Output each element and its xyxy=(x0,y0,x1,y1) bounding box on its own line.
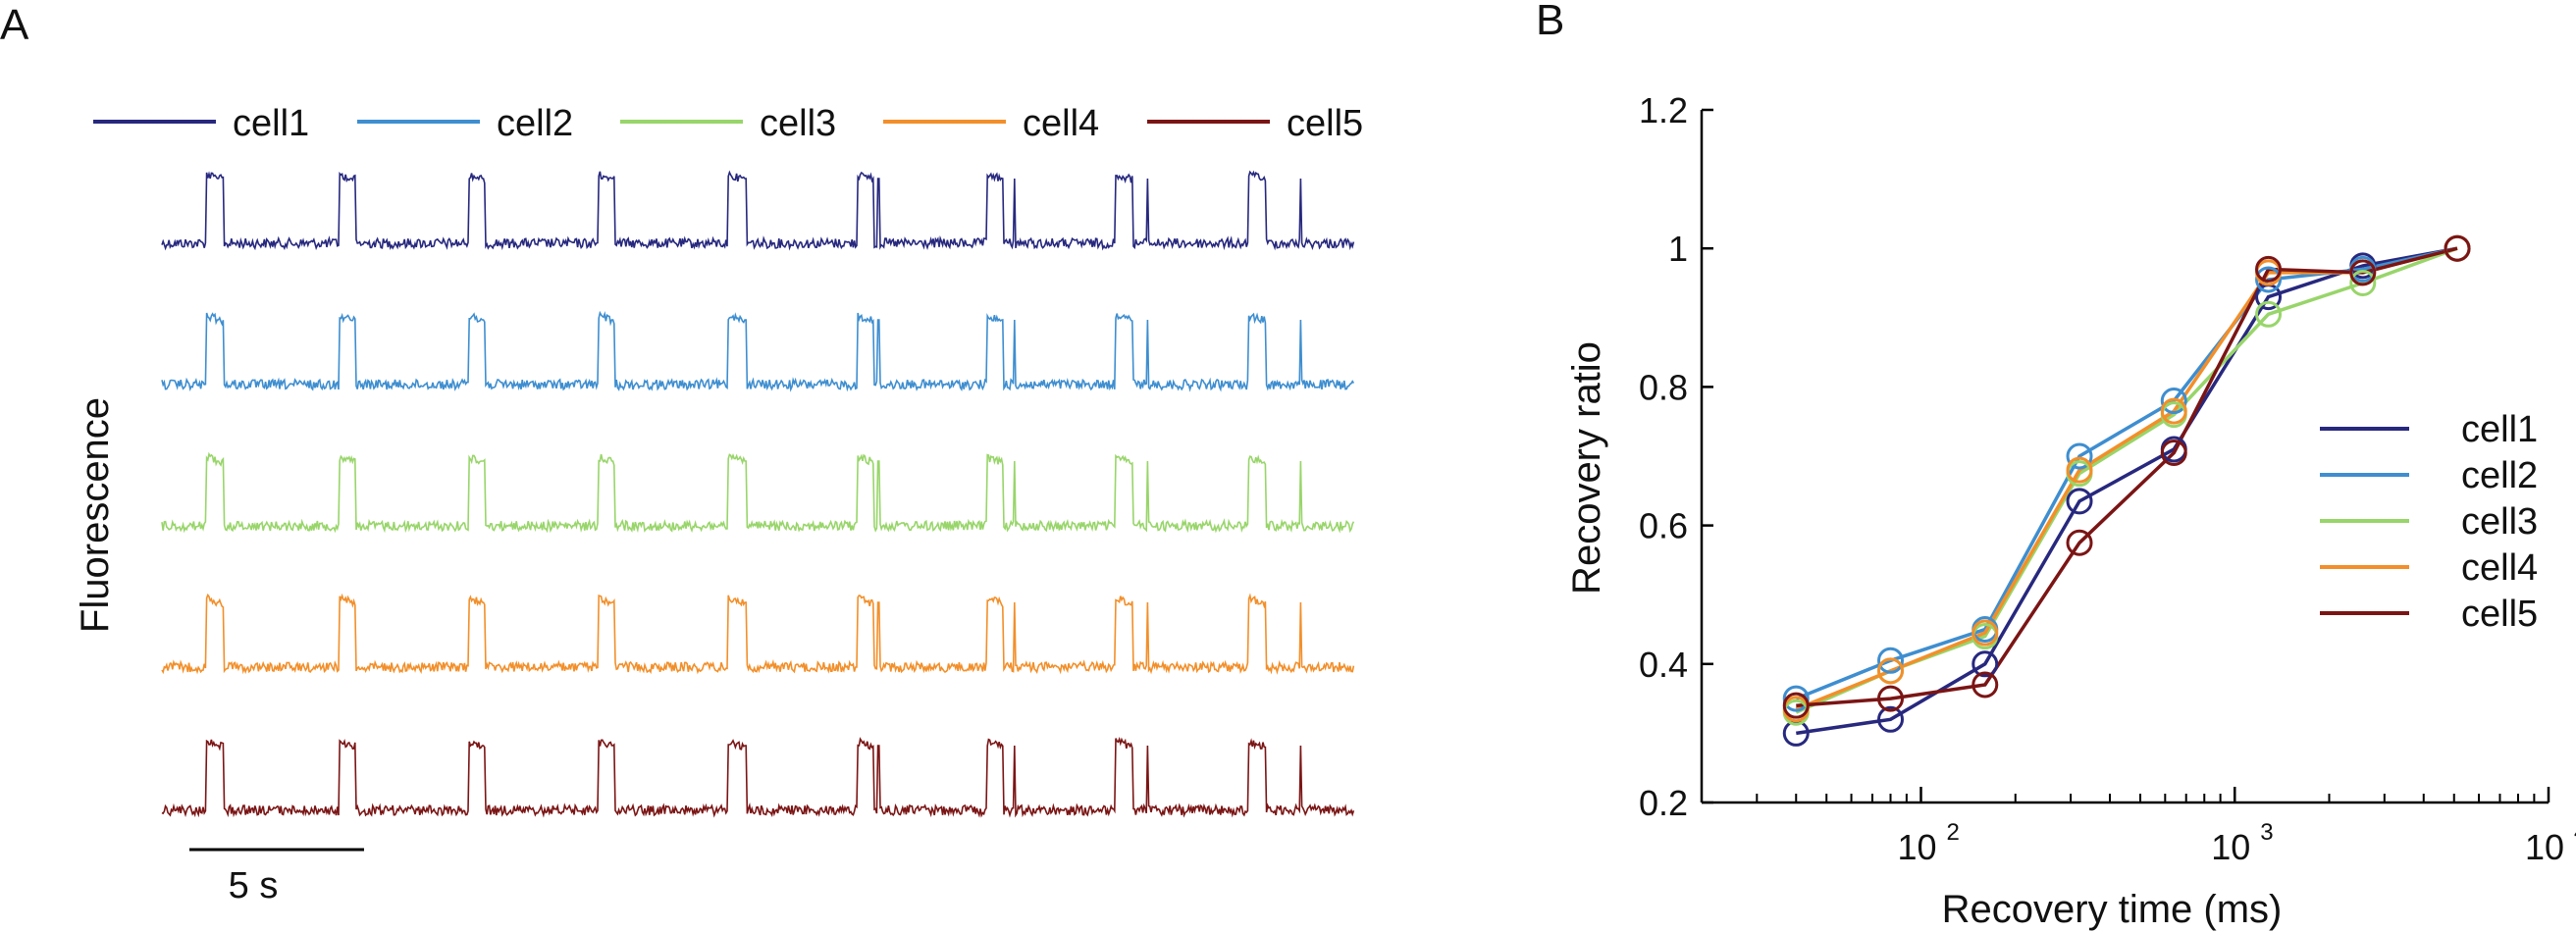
y-tick-label: 0.8 xyxy=(1639,367,1688,407)
y-tick-label: 0.2 xyxy=(1639,783,1688,823)
trace-cell3 xyxy=(161,451,1355,534)
panel-b-label: B xyxy=(1536,0,1564,44)
panel-b-recovery-plot: B 0.20.40.60.811.2102103104 cell1cell2ce… xyxy=(1536,0,2576,931)
point-cell5 xyxy=(1782,692,1810,719)
legend-a-label-cell1: cell1 xyxy=(233,103,309,144)
point-cell5 xyxy=(1877,685,1905,712)
point-cell4 xyxy=(2160,397,2187,425)
point-cell2 xyxy=(2160,388,2187,415)
point-cell3 xyxy=(2255,300,2283,328)
fluorescence-traces xyxy=(161,170,1355,818)
legend-a-label-cell2: cell2 xyxy=(497,103,573,144)
x-tick-exponent: 2 xyxy=(1946,819,1959,846)
point-cell2 xyxy=(1877,647,1905,674)
legend-b-label-cell3: cell3 xyxy=(2461,501,2538,543)
time-scale-label: 5 s xyxy=(229,865,279,906)
point-cell4 xyxy=(1877,657,1905,685)
trace-cell5 xyxy=(161,736,1355,818)
series-line-cell5 xyxy=(1796,246,2458,707)
point-cell3 xyxy=(2349,270,2377,296)
y-tick-label: 1.2 xyxy=(1639,90,1688,130)
legend-a-label-cell3: cell3 xyxy=(760,103,836,144)
series-line-cell4 xyxy=(1795,246,2458,711)
panel-a-legend: cell1 cell2 cell3 cell4 cell5 xyxy=(93,103,1363,144)
legend-b-label-cell2: cell2 xyxy=(2461,455,2538,496)
x-tick-label: 10 xyxy=(2211,827,2250,867)
point-cell4 xyxy=(1971,619,1999,647)
x-tick-label: 10 xyxy=(2525,827,2564,867)
y-tick-label: 0.4 xyxy=(1639,645,1688,685)
panel-b-series xyxy=(1782,234,2471,747)
point-cell4 xyxy=(2066,456,2093,484)
trace-cell1 xyxy=(161,170,1355,251)
trace-cell2 xyxy=(161,310,1355,392)
point-cell1 xyxy=(1971,650,1999,678)
y-tick-label: 1 xyxy=(1668,229,1688,269)
point-cell2 xyxy=(2255,266,2283,293)
panel-a-label: A xyxy=(0,1,29,49)
panel-a-traces: A cell1 cell2 cell3 cell4 cell5 Fluorescence… xyxy=(0,1,1363,906)
x-tick-label: 10 xyxy=(1897,827,1936,867)
point-cell5 xyxy=(2444,234,2471,262)
legend-b-label-cell5: cell5 xyxy=(2461,594,2538,635)
panel-b-axes: 0.2 0.4 0.6 0.8 1 1.2 10 2 10 3 10 4 xyxy=(1639,90,2576,867)
point-cell1 xyxy=(1877,705,1905,733)
series-line-cell3 xyxy=(1795,246,2458,714)
x-tick-exponent: 3 xyxy=(2260,819,2273,846)
point-cell5 xyxy=(2160,439,2187,466)
y-tick-label: 0.6 xyxy=(1639,506,1688,546)
point-cell1 xyxy=(2066,488,2093,515)
legend-b-label-cell4: cell4 xyxy=(2461,547,2538,589)
point-cell2 xyxy=(1782,685,1810,712)
x-tick-exponent: 4 xyxy=(2574,819,2576,846)
panel-b-ylabel: Recovery ratio xyxy=(1565,341,1608,595)
legend-b-label-cell1: cell1 xyxy=(2461,409,2538,450)
legend-a-label-cell5: cell5 xyxy=(1287,103,1363,144)
panel-b-xlabel: Recovery time (ms) xyxy=(1942,888,2283,931)
trace-cell4 xyxy=(161,593,1355,675)
point-cell5 xyxy=(2066,529,2093,556)
panel-a-ylabel: Fluorescence xyxy=(74,397,117,633)
legend-a-label-cell4: cell4 xyxy=(1023,103,1099,144)
point-cell5 xyxy=(2255,255,2283,283)
point-cell5 xyxy=(1971,671,1999,699)
point-cell2 xyxy=(2066,442,2093,470)
point-cell5 xyxy=(2349,259,2377,286)
